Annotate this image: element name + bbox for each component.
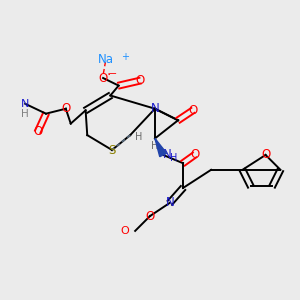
Text: H: H — [170, 153, 177, 163]
Text: O: O — [136, 74, 145, 87]
Text: H: H — [21, 109, 29, 119]
Polygon shape — [155, 138, 167, 157]
Text: O: O — [61, 102, 70, 115]
Text: N: N — [21, 99, 29, 109]
Text: O: O — [33, 125, 42, 138]
Text: O: O — [120, 226, 129, 236]
Text: +: + — [121, 52, 129, 62]
Text: H: H — [135, 132, 143, 142]
Text: N: N — [165, 196, 174, 209]
Text: ·: · — [107, 68, 111, 82]
Text: O: O — [188, 104, 198, 117]
Text: O: O — [190, 148, 199, 161]
Text: O: O — [98, 71, 108, 85]
Text: N: N — [163, 148, 172, 161]
Text: −: − — [110, 68, 118, 79]
Text: N: N — [151, 102, 159, 115]
Text: Na: Na — [98, 53, 113, 66]
Text: S: S — [108, 143, 116, 157]
Text: O: O — [261, 148, 270, 161]
Text: H: H — [151, 141, 159, 151]
Text: O: O — [146, 209, 154, 223]
